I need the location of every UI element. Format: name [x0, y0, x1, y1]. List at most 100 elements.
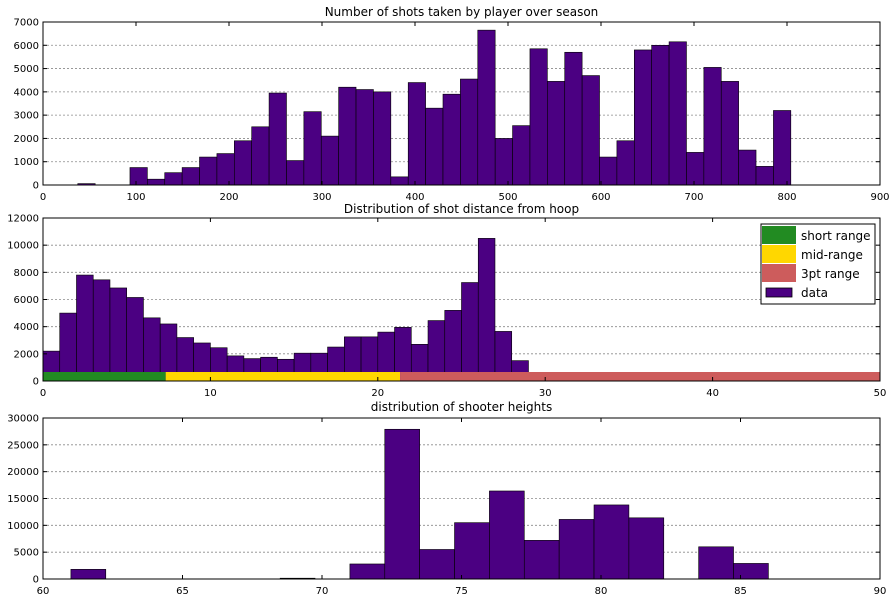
- axes-frame: [42, 21, 881, 186]
- histogram-bar: [70, 569, 107, 580]
- y-tick-label: 0: [33, 575, 39, 586]
- histogram-bar: [738, 149, 757, 186]
- x-tick-label: 400: [405, 192, 424, 203]
- chart-title-shooter-heights: distribution of shooter heights: [371, 400, 552, 414]
- x-tick-label: 30: [539, 388, 552, 399]
- histogram-bar: [338, 86, 357, 186]
- histogram-bar: [390, 176, 409, 186]
- y-tick-label: 12000: [7, 214, 39, 225]
- shooter-heights-panel: distribution of shooter heights 60 65 70 75…: [7, 400, 886, 597]
- histogram-bar: [720, 81, 739, 186]
- histogram-bar: [444, 310, 462, 382]
- histogram-bar: [512, 125, 531, 186]
- y-tick-label: 20000: [7, 467, 39, 478]
- histogram-bar: [129, 167, 148, 186]
- x-tick-label: 60: [37, 586, 50, 597]
- histogram-bar: [489, 490, 525, 580]
- y-tick-label: 4000: [14, 322, 39, 333]
- histogram-bar: [581, 75, 600, 186]
- histogram-bar: [251, 126, 270, 186]
- legend-swatch: [765, 287, 793, 298]
- histogram-bar: [373, 91, 392, 186]
- histogram-bar: [199, 156, 218, 186]
- legend-label: 3pt range: [801, 267, 860, 281]
- legend-swatch: [762, 264, 796, 282]
- x-tick-label: 300: [312, 192, 331, 203]
- histogram-bar: [494, 138, 513, 186]
- x-tick-label: 20: [371, 388, 384, 399]
- x-tick-label: 600: [591, 192, 610, 203]
- y-tick-label: 30000: [7, 414, 39, 425]
- y-tick-label: 3000: [14, 111, 39, 122]
- histogram-bar: [733, 563, 769, 580]
- y-tick-label: 0: [33, 377, 39, 388]
- y-tick-label: 1000: [14, 157, 39, 168]
- x-tick-label: 200: [219, 192, 238, 203]
- histogram-bar: [268, 92, 287, 186]
- histogram-bar: [147, 178, 166, 186]
- histogram-bar: [419, 549, 455, 580]
- histogram-bar: [633, 49, 652, 186]
- histogram-bar: [76, 274, 94, 382]
- histogram-bar: [320, 135, 339, 186]
- y-tick-label: 5000: [14, 64, 39, 75]
- legend-label: mid-range: [801, 248, 863, 262]
- histogram-bar: [529, 48, 548, 186]
- range-band-short-range: [43, 372, 166, 381]
- histogram-bar: [442, 93, 461, 186]
- histogram-bar: [651, 44, 670, 186]
- histogram-bar: [593, 504, 630, 580]
- histogram-bar: [303, 111, 322, 186]
- x-tick-label: 40: [706, 388, 719, 399]
- histogram-bar: [454, 522, 490, 580]
- histogram-bar: [523, 540, 560, 580]
- histogram-bar: [547, 81, 566, 186]
- histogram-bar: [564, 51, 583, 186]
- histogram-bar: [349, 563, 386, 580]
- y-tick-label: 7000: [14, 18, 39, 29]
- y-tick-label: 2000: [14, 349, 39, 360]
- y-tick-label: 8000: [14, 268, 39, 279]
- histogram-bar: [407, 82, 426, 186]
- y-tick-label: 2000: [14, 134, 39, 145]
- histogram-bar: [425, 107, 444, 186]
- shots-per-player-panel: Number of shots taken by player over sea…: [14, 5, 890, 203]
- y-tick-label: 10000: [7, 521, 39, 532]
- y-tick-label: 6000: [14, 295, 39, 306]
- histogram-bar: [164, 172, 183, 186]
- histogram-bar: [773, 110, 792, 186]
- x-tick-label: 85: [734, 586, 747, 597]
- x-tick-label: 80: [595, 586, 608, 597]
- histogram-bar: [628, 517, 665, 580]
- legend-label: short range: [801, 229, 871, 243]
- histogram-bar: [92, 279, 111, 382]
- histogram-bar: [109, 287, 127, 382]
- legend: short range mid-range 3pt range data: [760, 223, 876, 305]
- histogram-bar: [477, 29, 496, 186]
- histogram-bar: [686, 152, 705, 186]
- histogram-bar: [755, 166, 774, 186]
- y-tick-label: 10000: [7, 241, 39, 252]
- histogram-bar: [126, 297, 144, 382]
- histogram-bar: [384, 428, 420, 580]
- histogram-bar: [234, 140, 252, 186]
- x-tick-label: 0: [40, 388, 46, 399]
- x-tick-label: 10: [204, 388, 217, 399]
- histogram-bar: [427, 320, 446, 382]
- x-tick-label: 50: [874, 388, 887, 399]
- histogram-bar: [216, 153, 235, 186]
- range-band-mid-range: [165, 372, 401, 381]
- y-tick-label: 0: [33, 181, 39, 192]
- histogram-bar: [460, 78, 479, 186]
- x-tick-label: 900: [870, 192, 889, 203]
- histogram-bar: [286, 160, 305, 186]
- histogram-bar: [668, 41, 687, 186]
- histogram-bar: [599, 156, 618, 186]
- histogram-bar: [143, 317, 161, 382]
- y-tick-label: 6000: [14, 41, 39, 52]
- histogram-bar: [558, 519, 595, 580]
- histogram-bar: [477, 238, 496, 382]
- y-tick-label: 25000: [7, 440, 39, 451]
- histogram-bar: [616, 140, 635, 186]
